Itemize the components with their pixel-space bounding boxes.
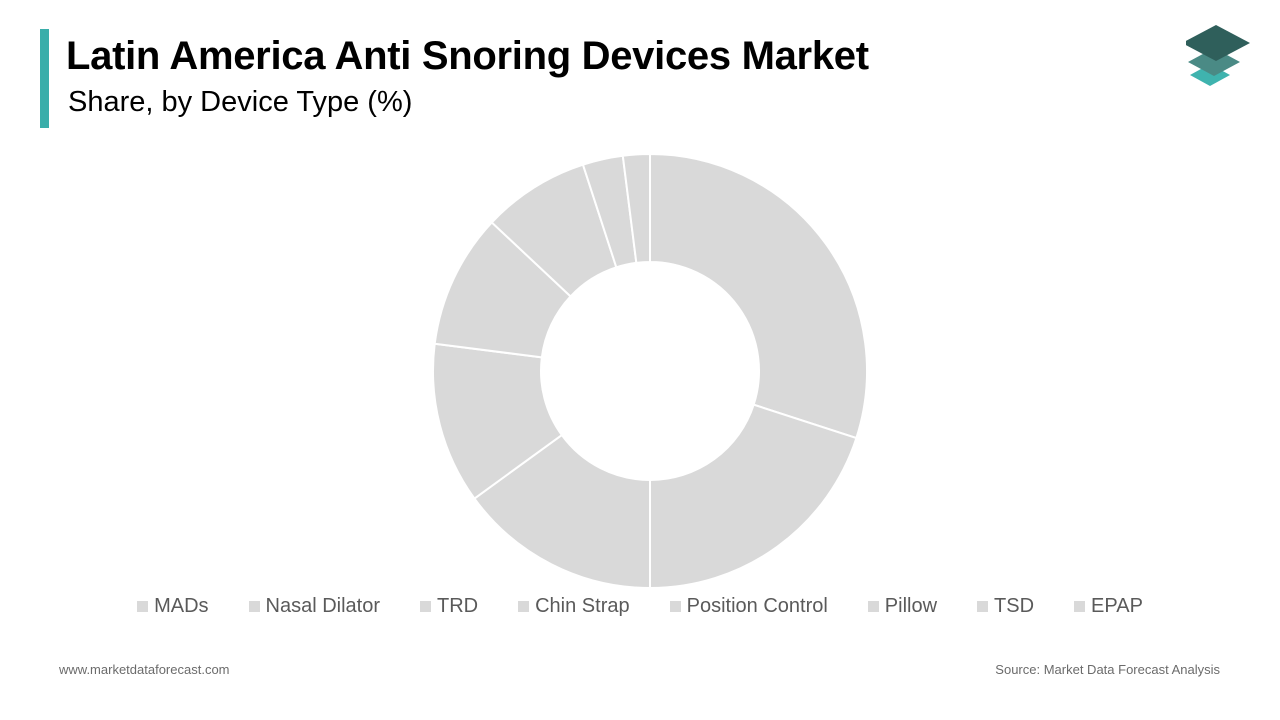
legend-label: Position Control [686, 595, 828, 617]
legend-label: TSD [994, 595, 1035, 617]
legend-swatch [420, 600, 431, 612]
legend-label: Chin Strap [535, 595, 630, 617]
legend-label: Pillow [884, 595, 938, 617]
page-title: Latin America Anti Snoring Devices Marke… [66, 34, 869, 78]
donut-slice-epap [621, 152, 651, 264]
legend-label: Nasal Dilator [265, 595, 380, 617]
donut-slices [432, 152, 868, 590]
source-footer: Source: Market Data Forecast Analysis [995, 662, 1220, 677]
legend-item: Pillow [867, 592, 938, 620]
legend-swatch [669, 600, 681, 612]
legend-item: Chin Strap [518, 592, 630, 620]
legend-swatch [867, 600, 879, 612]
legend-label: TRD [437, 595, 479, 617]
legend-item: Nasal Dilator [248, 592, 380, 620]
legend-item: TRD [420, 592, 478, 620]
legend-label: EPAP [1091, 595, 1143, 617]
legend-item: TSD [977, 592, 1034, 620]
logo-layer-top [1186, 25, 1250, 61]
stacked-layers-logo-icon [1186, 25, 1250, 86]
legend-swatch [1074, 600, 1086, 612]
title-accent-bar [40, 29, 49, 128]
legend-item: Position Control [669, 592, 828, 620]
donut-slice-trd [473, 433, 651, 590]
page-subtitle: Share, by Device Type (%) [68, 86, 413, 118]
legend-label: MADs [154, 595, 209, 617]
donut-slice-nasal-dilator [649, 403, 858, 590]
website-footer: www.marketdataforecast.com [59, 662, 230, 677]
legend-swatch [137, 600, 149, 612]
donut-slice-mads [649, 152, 868, 440]
legend-swatch [518, 600, 530, 612]
legend-item: EPAP [1074, 592, 1143, 620]
legend-swatch [248, 600, 260, 612]
chart-legend: MADs Nasal Dilator TRD Chin Strap Position C… [0, 592, 1280, 620]
legend-swatch [977, 600, 989, 612]
legend-item: MADs [137, 592, 209, 620]
